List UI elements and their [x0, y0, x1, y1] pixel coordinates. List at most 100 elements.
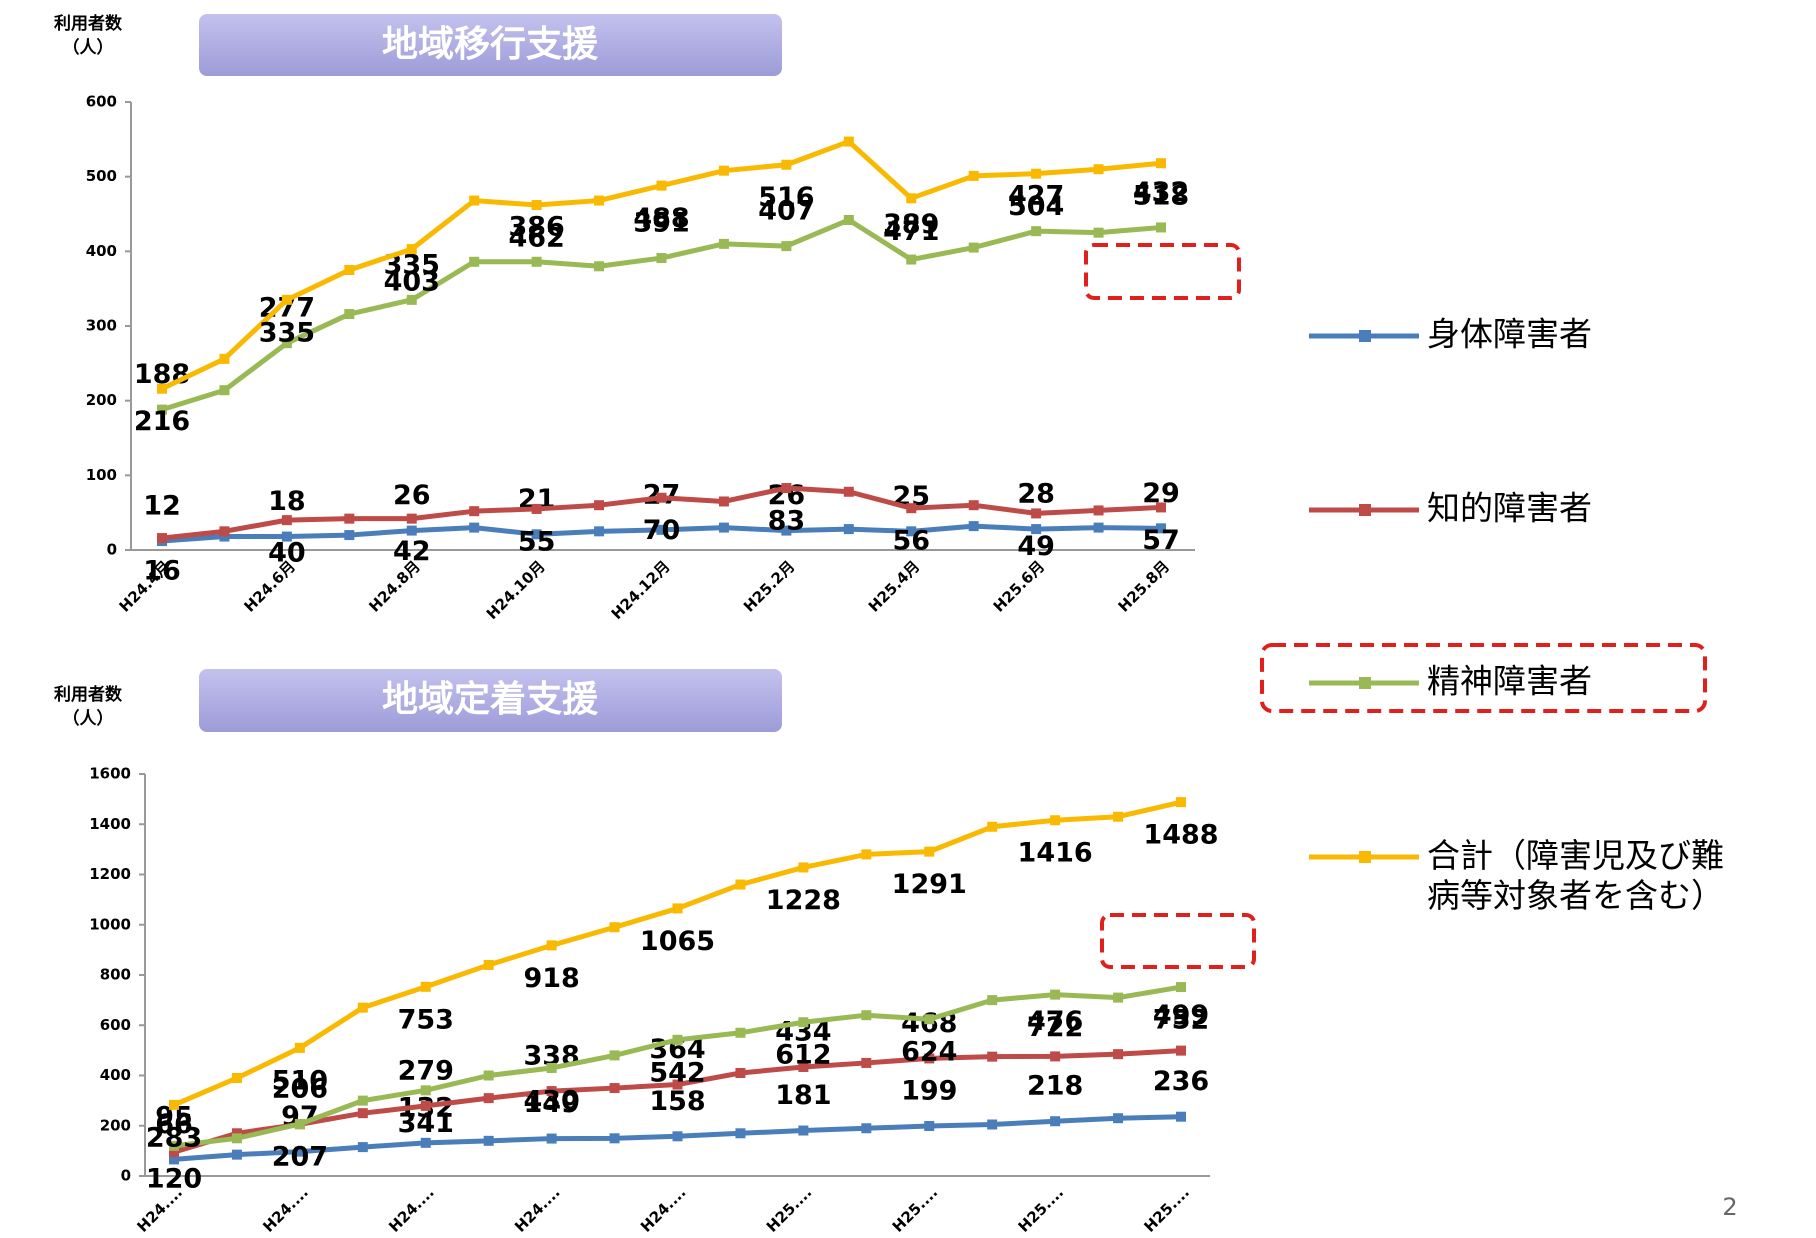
legend-marker [1359, 330, 1371, 342]
legend-label: 身体障害者 [1427, 315, 1592, 354]
data-label: 499 [1153, 1000, 1209, 1031]
point [420, 981, 431, 992]
point [231, 1149, 242, 1160]
point [906, 526, 917, 537]
point [157, 533, 167, 544]
point [718, 522, 729, 533]
data-label: 462 [508, 223, 564, 254]
point [1113, 1113, 1124, 1124]
point [861, 849, 872, 860]
point [344, 309, 355, 320]
point [735, 1128, 746, 1139]
point [219, 385, 230, 396]
point [1156, 523, 1166, 534]
legend-marker [1359, 504, 1371, 516]
point [1113, 1049, 1124, 1060]
point [735, 1027, 746, 1038]
data-label: 391 [633, 208, 689, 239]
point [987, 1051, 998, 1062]
x-tick-label: H25.... [1015, 1183, 1067, 1235]
data-label: 427 [1008, 181, 1064, 212]
x-tick-label: H25.2月 [740, 557, 798, 615]
point [798, 862, 809, 873]
point [546, 1086, 557, 1097]
x-tick-label: H24.10月 [483, 557, 549, 623]
data-label: 542 [649, 1057, 705, 1088]
y-axis-label: （人） [63, 708, 114, 729]
y-tick-label: 300 [86, 317, 117, 335]
point [735, 1067, 746, 1078]
data-label: 12 [143, 491, 181, 522]
point [594, 500, 605, 511]
point [924, 1121, 935, 1132]
point [469, 256, 480, 267]
title-box [199, 14, 782, 76]
point [968, 242, 979, 253]
point [843, 524, 854, 535]
x-tick-label: H25.4月 [865, 557, 923, 615]
title-box [199, 669, 782, 732]
point [672, 903, 683, 914]
y-tick-label: 200 [100, 1116, 131, 1134]
data-label: 55 [518, 526, 556, 557]
point [1031, 508, 1042, 519]
point [987, 821, 998, 832]
series-line [160, 139, 1162, 391]
x-tick-label: H25.... [1141, 1183, 1193, 1235]
point [420, 1137, 431, 1148]
data-label: 283 [146, 1122, 202, 1153]
y-tick-label: 400 [100, 1066, 131, 1084]
point [420, 1100, 431, 1111]
data-label: 1416 [1018, 838, 1093, 869]
point [219, 353, 230, 364]
data-label: 83 [768, 506, 806, 537]
point [1050, 1051, 1061, 1062]
y-tick-label: 100 [86, 466, 117, 484]
point [781, 241, 792, 252]
data-label: 218 [1027, 1071, 1083, 1102]
point [968, 521, 979, 532]
data-label: 206 [272, 1074, 328, 1105]
data-label: 236 [1153, 1066, 1209, 1097]
point [231, 1128, 242, 1139]
chart-title: 地域定着支援 [382, 679, 599, 720]
point [357, 1002, 368, 1013]
point [344, 513, 355, 524]
data-label: 918 [523, 963, 579, 994]
legend-marker [1359, 677, 1371, 689]
point [281, 515, 292, 526]
data-label: 504 [1008, 191, 1064, 222]
point [281, 294, 292, 305]
y-tick-label: 1400 [89, 815, 131, 833]
point [469, 195, 480, 206]
point [1050, 815, 1061, 826]
point [469, 506, 480, 517]
point [1176, 982, 1186, 993]
point [798, 1017, 809, 1028]
data-label: 722 [1027, 1012, 1083, 1043]
data-label: 26 [393, 480, 431, 511]
point [1113, 811, 1124, 822]
data-label: 335 [259, 317, 315, 348]
point [344, 265, 355, 275]
point [357, 1108, 368, 1119]
point [169, 1140, 179, 1151]
point [594, 261, 605, 272]
point [781, 159, 792, 170]
point [1050, 1116, 1061, 1127]
highlight [1084, 243, 1241, 300]
point [406, 513, 417, 524]
y-tick-label: 0 [121, 1167, 131, 1185]
data-label: 57 [1142, 525, 1180, 556]
point [609, 1050, 620, 1061]
point [594, 195, 605, 206]
point [483, 959, 494, 970]
point [420, 1085, 431, 1096]
point [843, 214, 854, 225]
point [1176, 1045, 1186, 1056]
point [924, 1053, 935, 1064]
y-tick-label: 500 [86, 167, 117, 185]
point [656, 253, 667, 264]
data-label: 403 [384, 267, 440, 298]
point [344, 530, 355, 541]
